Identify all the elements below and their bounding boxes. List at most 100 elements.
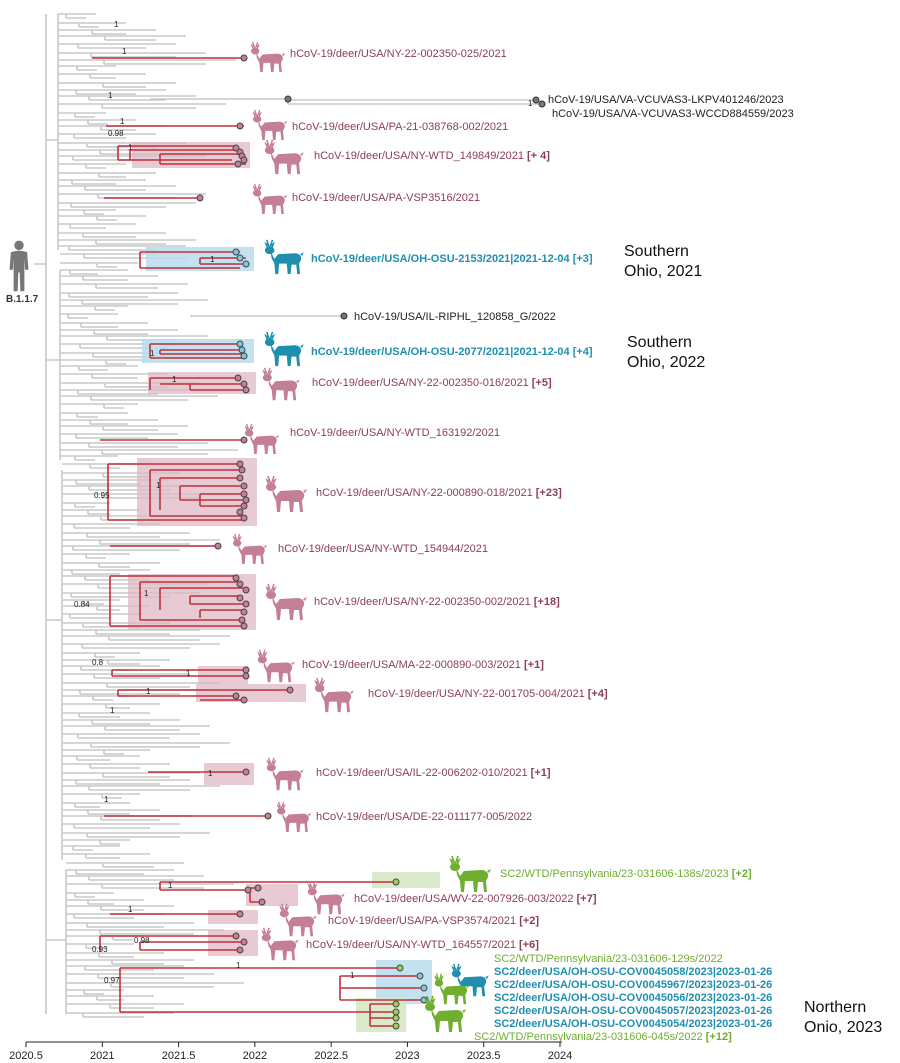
tip-label: SC2/deer/USA/OH-OSU-COV0045967/2023|2023… bbox=[494, 979, 772, 991]
support-value: 1 bbox=[168, 881, 173, 890]
tip-label: hCoV-19/deer/USA/NY-22-001705-004/2021 [… bbox=[368, 688, 608, 700]
tree-branch bbox=[58, 215, 146, 221]
support-value: 1 bbox=[128, 905, 133, 914]
support-value: 1 bbox=[110, 706, 115, 715]
tree-branch bbox=[62, 539, 220, 545]
clade-box-ma bbox=[198, 666, 248, 684]
tree-branch bbox=[62, 523, 160, 529]
deer-icon-green bbox=[449, 855, 492, 893]
support-value: 1 bbox=[528, 99, 533, 108]
tip-label: hCoV-19/deer/USA/DE-22-011177-005/2022 bbox=[316, 811, 532, 823]
tree-branch bbox=[62, 622, 170, 628]
region-label-line1: Southern bbox=[624, 243, 689, 260]
tree-branch bbox=[66, 862, 184, 868]
tree-branch bbox=[60, 352, 228, 358]
tree-branch bbox=[58, 209, 116, 215]
tree-branch bbox=[66, 952, 164, 958]
tree-branch bbox=[66, 913, 164, 919]
deer-icon-pink bbox=[256, 648, 296, 684]
tree-branch bbox=[62, 853, 150, 859]
tree-branch bbox=[62, 635, 230, 641]
deer-icon-pink bbox=[264, 139, 305, 175]
tree-branch bbox=[62, 562, 160, 568]
tree-branch bbox=[60, 433, 178, 439]
tree-branch bbox=[58, 82, 176, 88]
tip-label: hCoV-19/deer/USA/NY-22-002350-025/2021 bbox=[290, 48, 507, 60]
tree-branch bbox=[58, 59, 236, 65]
tree-branch bbox=[62, 629, 200, 635]
tree-branch bbox=[62, 569, 150, 575]
x-axis: 2020.5 2021 2021.5 2022 2022.5 2023 2023.5 2024 bbox=[9, 1041, 572, 1062]
tree-branch bbox=[66, 943, 134, 949]
region-labels: Southern Ohio, 2021 Southern Ohio, 2022 … bbox=[624, 243, 882, 1036]
tree-branch bbox=[62, 719, 180, 725]
tree-branch bbox=[60, 275, 158, 281]
tree-branch bbox=[66, 899, 144, 905]
deer-icon-pink bbox=[278, 902, 318, 938]
tree-branch bbox=[62, 733, 200, 739]
tree-branch bbox=[58, 239, 196, 245]
tree-branch bbox=[62, 763, 170, 769]
tip-label: SC2/deer/USA/OH-OSU-COV0045057/2023|2023… bbox=[494, 1005, 772, 1017]
tip-nodes bbox=[196, 54, 428, 1030]
tree-branch bbox=[62, 502, 110, 508]
tip-label: hCoV-19/deer/USA/OH-OSU-2153/2021|2021-1… bbox=[311, 253, 593, 265]
tree-branch bbox=[62, 605, 150, 611]
axis-tick-label: 2023.5 bbox=[467, 1050, 501, 1062]
tip-label: hCoV-19/deer/USA/PA-VSP3516/2021 bbox=[292, 192, 480, 204]
deer-icon-pink bbox=[314, 677, 355, 713]
tree-branch bbox=[62, 532, 190, 538]
human-tip-nodes bbox=[284, 95, 546, 320]
tree-branch bbox=[60, 373, 168, 379]
tree-branch bbox=[60, 262, 138, 268]
tree-branch bbox=[60, 455, 118, 461]
tree-branch bbox=[58, 179, 146, 185]
tip-label: hCoV-19/deer/USA/NY-22-002350-002/2021 [… bbox=[314, 596, 560, 608]
tree-branch bbox=[58, 193, 206, 199]
tree-branch bbox=[66, 892, 114, 898]
deer-icon-pink bbox=[252, 109, 288, 141]
deer-icon-blue bbox=[264, 331, 305, 367]
tree-branch bbox=[60, 343, 198, 349]
support-value: 1 bbox=[104, 795, 109, 804]
tree-branch bbox=[62, 809, 160, 815]
support-values: 1 1 1 0.98 1 1 1 1 1 1 0.95 1 0.84 1 0.8… bbox=[74, 20, 533, 985]
support-value: 1 bbox=[108, 91, 113, 100]
tree-branch bbox=[62, 742, 230, 748]
support-value: 1 bbox=[186, 669, 191, 678]
tree-branch bbox=[66, 869, 174, 875]
support-value: 1 bbox=[144, 589, 149, 598]
tree-branch bbox=[60, 449, 238, 455]
deer-icon-pink bbox=[244, 423, 280, 455]
tree-branch bbox=[66, 1003, 184, 1009]
tree-branch bbox=[58, 35, 186, 41]
tree-branch bbox=[66, 883, 234, 889]
clade-box-ny-001705 bbox=[196, 684, 306, 702]
tip-label: SC2/deer/USA/OH-OSU-COV0045056/2023|2023… bbox=[494, 992, 772, 1004]
tree-branch bbox=[60, 403, 138, 409]
axis-tick-label: 2023 bbox=[395, 1050, 419, 1062]
support-value: 0.98 bbox=[108, 129, 124, 138]
deer-icon-pink bbox=[262, 367, 301, 401]
tree-branch bbox=[60, 322, 148, 328]
tree-branch bbox=[58, 185, 176, 191]
tip-label: SC2/deer/USA/OH-OSU-COV0045054/2023|2023… bbox=[494, 1018, 772, 1030]
tree-branch bbox=[60, 412, 128, 418]
tree-branch bbox=[60, 442, 208, 448]
tree-branch bbox=[60, 305, 128, 311]
deer-icon-pink bbox=[265, 583, 308, 621]
tree-branch bbox=[58, 133, 156, 139]
tip-label: hCoV-19/deer/USA/NY-WTD_163192/2021 bbox=[290, 427, 500, 439]
tree-branch bbox=[62, 643, 220, 649]
tree-branch bbox=[60, 389, 188, 395]
tip-label: hCoV-19/deer/USA/NY-WTD_149849/2021 [+ 4… bbox=[314, 150, 550, 162]
tree-branch bbox=[58, 223, 136, 229]
tree-branch bbox=[62, 463, 150, 469]
tree-branch bbox=[58, 202, 196, 208]
clade-box-ny-164557 bbox=[208, 930, 258, 956]
tree-branch bbox=[62, 725, 210, 731]
tree-branch bbox=[58, 65, 116, 71]
clade-box-penn-138 bbox=[372, 872, 440, 888]
tree-branch bbox=[58, 52, 206, 58]
